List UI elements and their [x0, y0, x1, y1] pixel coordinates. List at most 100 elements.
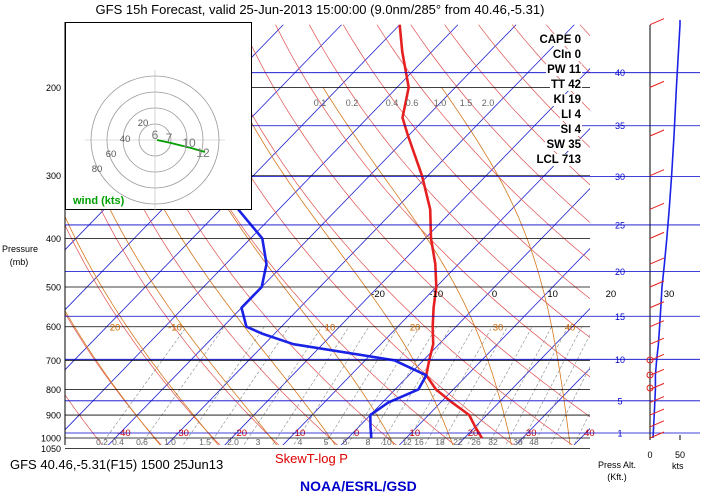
- altitude-label: 1: [617, 428, 622, 438]
- altitude-label: 35: [615, 121, 625, 131]
- dry-adiabat: [614, 25, 701, 449]
- mixing-ratio-label: 0.6: [406, 98, 419, 108]
- wind-barb: [650, 81, 664, 87]
- mixing-ratio-label: 10: [382, 437, 392, 447]
- mixing-ratio-label: 26: [471, 437, 481, 447]
- altitude-label: 20: [615, 267, 625, 277]
- temperature-tick-label: 30: [664, 289, 675, 300]
- hodograph-point-label: 6: [152, 128, 159, 142]
- index-pw: PW 11: [546, 64, 582, 76]
- pressure-tick-label: 600: [46, 322, 61, 332]
- isotherm-line: [687, 25, 701, 449]
- mixing-ratio-label: 1.0: [434, 98, 447, 108]
- wind-barb: [650, 232, 664, 238]
- kts-label: kts: [672, 461, 684, 471]
- pressure-tick-label: 200: [46, 83, 61, 93]
- moist-adiabat-label: 20: [110, 323, 121, 334]
- mixing-ratio-label: 1.0: [164, 437, 176, 447]
- index-lcl: LCL 713: [535, 154, 582, 166]
- mixing-ratio-label: 3: [256, 437, 261, 447]
- hodograph-ring-label: 80: [92, 164, 103, 175]
- mixing-ratio-label: 16: [414, 437, 424, 447]
- wind-speed-tick: 50: [675, 450, 685, 460]
- mixing-ratio-label: 0.2: [96, 437, 108, 447]
- dry-adiabat: [681, 25, 701, 449]
- hodograph-point-label: 10: [182, 136, 196, 150]
- wind-barb: [650, 19, 664, 25]
- temperature-tick-label: 10: [547, 289, 558, 300]
- temperature-tick-label: -10: [429, 289, 443, 300]
- altitude-label: 40: [615, 68, 625, 78]
- altitude-label: 30: [615, 172, 625, 182]
- mixing-ratio-label: 0.1: [314, 98, 327, 108]
- y-axis-label: Pressure (mb): [2, 243, 36, 269]
- mixing-ratio-label: 0.4: [386, 98, 399, 108]
- mixing-ratio-label: 1.5: [199, 437, 211, 447]
- mixing-ratio-label: 8: [366, 437, 371, 447]
- stability-indices: CAPE 0 CIn 0 PW 11 TT 42 KI 19 LI 4 SI 4…: [520, 34, 582, 174]
- altitude-label: 15: [615, 312, 625, 322]
- wind-barb: [650, 302, 664, 308]
- temperature-tick-label: 0: [492, 289, 497, 300]
- moist-adiabat-label: 30: [493, 323, 504, 334]
- credit-label: NOAA/ESRL/GSD: [300, 478, 417, 494]
- mixing-ratio-label: 0.2: [346, 98, 359, 108]
- mixing-ratio-label: 1.5: [460, 98, 473, 108]
- mixing-ratio-line: [207, 327, 289, 449]
- temperature-tick-label: -20: [371, 289, 385, 300]
- index-cape: CAPE 0: [538, 34, 582, 46]
- hodograph-point-label: 12: [196, 146, 210, 160]
- isotherm-line: [279, 25, 690, 449]
- pressure-tick-label: 1000: [41, 434, 61, 444]
- mixing-ratio-line: [98, 327, 186, 449]
- hodograph-ring-label: 20: [138, 118, 149, 129]
- temperature-tick-label: 0: [354, 428, 359, 439]
- index-si: SI 4: [560, 124, 582, 136]
- mixing-ratio-label: 5: [324, 437, 329, 447]
- pressure-tick-label: 900: [46, 411, 61, 421]
- mixing-ratio-label: 48: [529, 437, 539, 447]
- hodograph-ring-label: 60: [106, 149, 117, 160]
- press-alt-label: Press Alt. (Kft.): [592, 459, 642, 483]
- mixing-ratio-line: [363, 327, 436, 449]
- moist-adiabat-label: 10: [325, 323, 336, 334]
- index-ki: KI 19: [553, 94, 583, 106]
- altitude-label: 5: [617, 396, 622, 406]
- altitude-label: 10: [615, 355, 625, 365]
- pressure-tick-label: 300: [46, 171, 61, 181]
- mixing-ratio-line: [270, 327, 349, 449]
- temperature-tick-label: 40: [584, 428, 595, 439]
- mixing-ratio-label: 18: [435, 437, 445, 447]
- wind-barb: [650, 338, 664, 344]
- index-cin: CIn 0: [552, 49, 582, 61]
- wind-speed-trace: [653, 20, 680, 438]
- mixing-ratio-label: 6: [343, 437, 348, 447]
- wind-barb: [650, 258, 664, 264]
- index-li: LI 4: [560, 109, 582, 121]
- mixing-ratio-label: 12: [402, 437, 412, 447]
- mixing-ratio-label: 2.0: [482, 98, 495, 108]
- dry-adiabat: [309, 25, 701, 449]
- mixing-ratio-label: 0.6: [136, 437, 148, 447]
- wind-barb: [650, 203, 664, 209]
- isotherm-line: [0, 25, 50, 449]
- pressure-tick-label: 1050: [41, 444, 61, 454]
- mixing-ratio-label: 4: [298, 437, 303, 447]
- hodograph-ring-label: 40: [120, 134, 131, 145]
- wind-barb: [650, 421, 664, 427]
- temperature-trace: [400, 25, 482, 438]
- wind-barb: [650, 397, 664, 403]
- dry-adiabat: [580, 25, 701, 449]
- footer-info: GFS 40.46,-5.31(F15) 1500 25Jun13: [10, 457, 223, 472]
- wind-barb: [650, 409, 664, 415]
- wind-barb: [650, 130, 664, 136]
- mixing-ratio-label: 38: [513, 437, 523, 447]
- hodograph-label: wind (kts): [72, 195, 125, 207]
- moist-adiabat-label: 40: [565, 323, 576, 334]
- wind-barb: [650, 321, 664, 327]
- pressure-tick-label: 500: [46, 283, 61, 293]
- pressure-tick-label: 700: [46, 356, 61, 366]
- mixing-ratio-label: 0.4: [112, 437, 124, 447]
- pressure-tick-label: 800: [46, 385, 61, 395]
